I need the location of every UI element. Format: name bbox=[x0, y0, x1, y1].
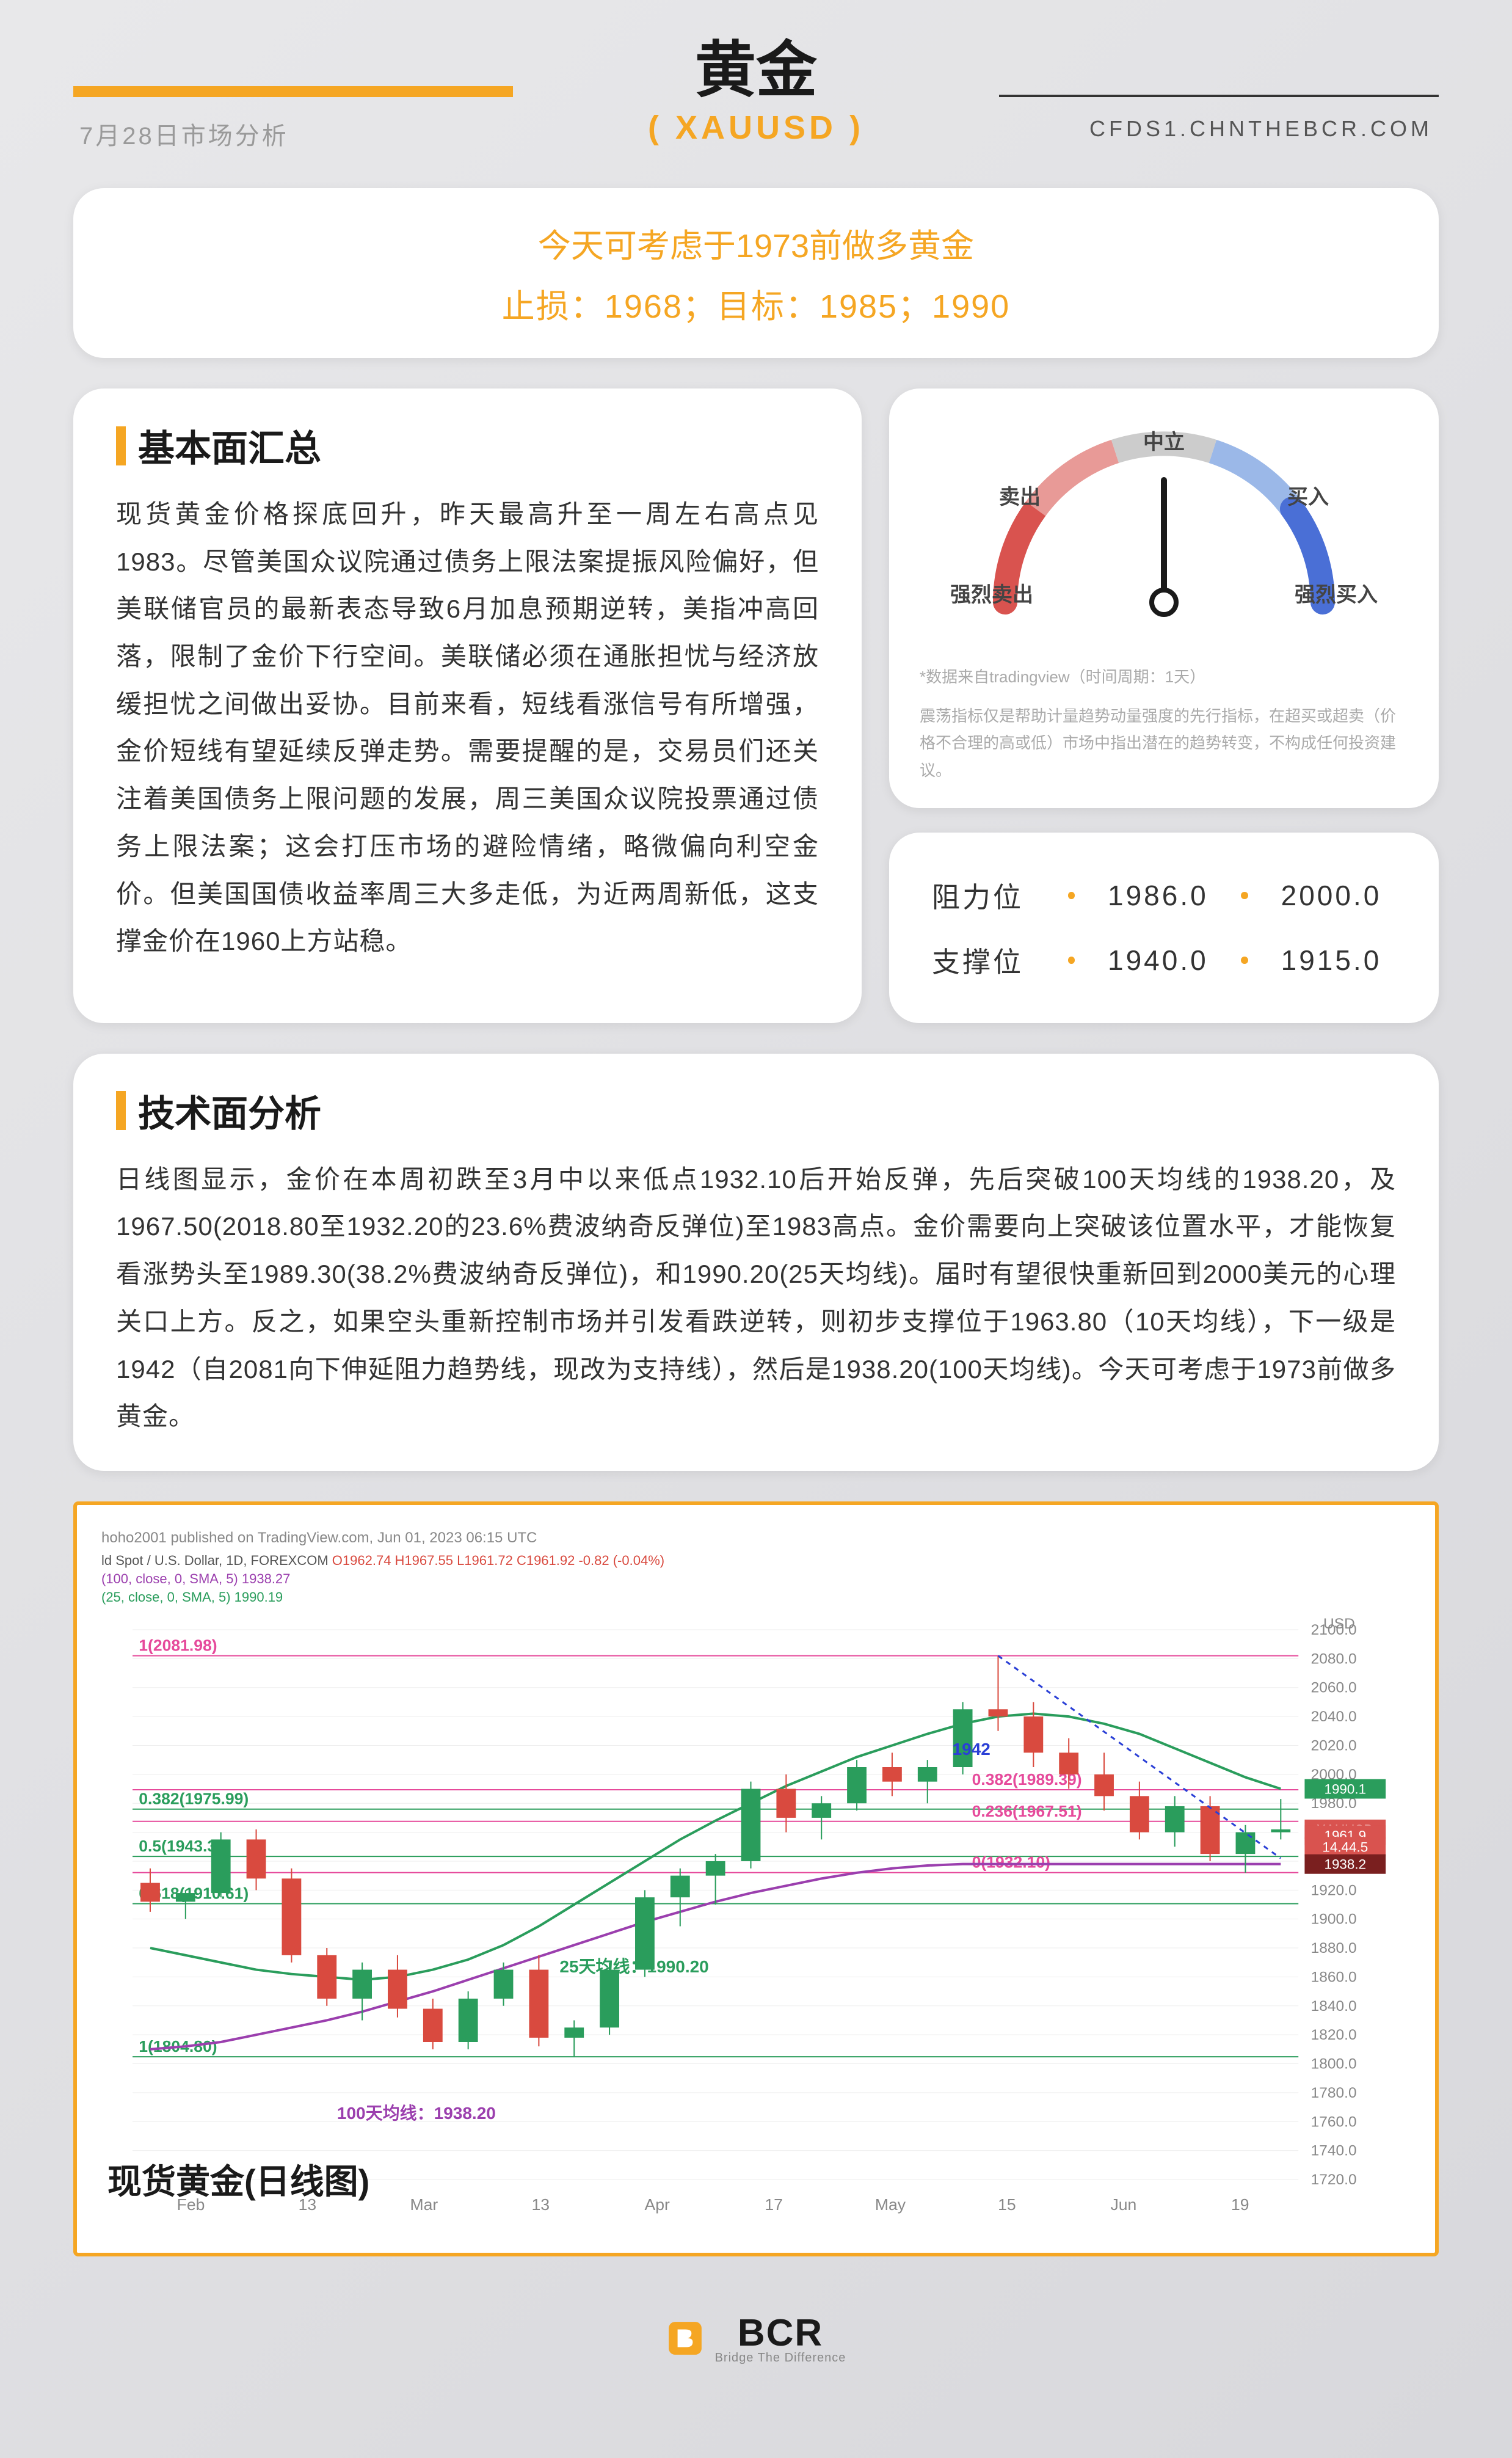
svg-text:2040.0: 2040.0 bbox=[1311, 1709, 1357, 1725]
main-title: 黄金 bbox=[513, 37, 999, 104]
svg-text:13: 13 bbox=[532, 2195, 550, 2214]
bullet-icon bbox=[1241, 957, 1248, 964]
chart-annotation: 1942 bbox=[953, 1740, 990, 1759]
price-chart: 1720.0 1740.0 1760.0 1780.0 1800.0 1820.0 1840… bbox=[101, 1617, 1411, 2228]
svg-text:19: 19 bbox=[1231, 2195, 1249, 2214]
svg-text:1760.0: 1760.0 bbox=[1311, 2113, 1357, 2130]
svg-text:1990.1: 1990.1 bbox=[1324, 1782, 1366, 1797]
svg-text:2060.0: 2060.0 bbox=[1311, 1680, 1357, 1696]
svg-text:1900.0: 1900.0 bbox=[1311, 1911, 1357, 1928]
svg-text:14.44.5: 14.44.5 bbox=[1322, 1839, 1368, 1854]
svg-text:1938.2: 1938.2 bbox=[1324, 1857, 1366, 1872]
technical-card: 技术面分析 日线图显示，金价在本周初跌至3月中以来低点1932.10后开始反弹，… bbox=[73, 1054, 1439, 1471]
svg-text:1920.0: 1920.0 bbox=[1311, 1882, 1357, 1898]
svg-text:0(1932.10): 0(1932.10) bbox=[972, 1853, 1050, 1872]
svg-text:1(2081.98): 1(2081.98) bbox=[139, 1636, 217, 1655]
gauge-label-sell: 卖出 bbox=[999, 480, 1041, 510]
chart-ohlc: O1962.74 H1967.55 L1961.72 C1961.92 -0.8… bbox=[332, 1553, 664, 1568]
fundamental-body: 现货黄金价格探底回升，昨天最高升至一周左右高点见1983。尽管美国众议院通过债务… bbox=[116, 491, 819, 965]
chart-annotation: 100天均线：1938.20 bbox=[337, 2100, 496, 2124]
resistance-1: 1986.0 bbox=[1093, 879, 1223, 912]
svg-text:1820.0: 1820.0 bbox=[1311, 2027, 1357, 2043]
bullet-icon bbox=[1241, 892, 1248, 899]
analysis-date: 7月28日市场分析 bbox=[79, 116, 289, 151]
page-footer: BCR Bridge The Difference bbox=[73, 2293, 1439, 2383]
chart-overlay-title: 现货黄金(日线图) bbox=[107, 2154, 369, 2204]
support-1: 1940.0 bbox=[1093, 944, 1223, 977]
svg-text:1740.0: 1740.0 bbox=[1311, 2143, 1357, 2159]
chart-symbol: ld Spot / U.S. Dollar, 1D, FOREXCOM bbox=[101, 1553, 329, 1568]
chart-ma25-legend: (25, close, 0, SMA, 5) 1990.19 bbox=[101, 1589, 1411, 1605]
gauge-source-note: *数据来自tradingview（时间周期：1天） bbox=[920, 663, 1408, 690]
source-url: CFDS1.CHNTHEBCR.COM bbox=[1089, 116, 1433, 151]
svg-text:Apr: Apr bbox=[645, 2195, 671, 2214]
bullet-icon bbox=[1068, 892, 1075, 899]
support-2: 1915.0 bbox=[1267, 944, 1396, 977]
svg-text:0.382(1975.99): 0.382(1975.99) bbox=[139, 1790, 249, 1808]
gauge-label-strong-sell: 强烈卖出 bbox=[950, 578, 1033, 608]
section-accent-icon bbox=[116, 426, 126, 465]
resistance-row: 阻力位 1986.0 2000.0 bbox=[932, 863, 1396, 928]
svg-text:1800.0: 1800.0 bbox=[1311, 2056, 1357, 2073]
recommendation-levels: 止损：1968；目标：1985；1990 bbox=[116, 279, 1396, 327]
sentiment-gauge: 中立 卖出 买入 强烈卖出 强烈买入 bbox=[920, 419, 1408, 651]
header-accent-bar bbox=[73, 86, 513, 97]
svg-text:1860.0: 1860.0 bbox=[1311, 1969, 1357, 1986]
svg-text:May: May bbox=[875, 2195, 906, 2214]
svg-text:1720.0: 1720.0 bbox=[1311, 2172, 1357, 2188]
page-header: 黄金 ( XAUUSD ) 7月28日市场分析 CFDS1.CHNTHEBCR.… bbox=[73, 37, 1439, 151]
section-accent-icon bbox=[116, 1091, 126, 1130]
ticker-subtitle: ( XAUUSD ) bbox=[513, 109, 999, 147]
svg-text:1840.0: 1840.0 bbox=[1311, 1998, 1357, 2015]
levels-card: 阻力位 1986.0 2000.0 支撑位 1940.0 1915.0 bbox=[889, 833, 1439, 1023]
svg-text:17: 17 bbox=[765, 2195, 783, 2214]
fundamental-title: 基本面汇总 bbox=[138, 419, 321, 472]
svg-text:2020.0: 2020.0 bbox=[1311, 1738, 1357, 1754]
svg-text:2080.0: 2080.0 bbox=[1311, 1650, 1357, 1667]
svg-text:0.236(1967.51): 0.236(1967.51) bbox=[972, 1802, 1082, 1820]
chart-card: hoho2001 published on TradingView.com, J… bbox=[73, 1501, 1439, 2256]
title-block: 黄金 ( XAUUSD ) bbox=[513, 37, 999, 147]
gauge-disclaimer: 震荡指标仅是帮助计量趋势动量强度的先行指标，在超买或超卖（价格不合理的高或低）市… bbox=[920, 702, 1408, 784]
technical-title: 技术面分析 bbox=[138, 1084, 321, 1137]
recommendation-card: 今天可考虑于1973前做多黄金 止损：1968；目标：1985；1990 bbox=[73, 188, 1439, 358]
svg-text:1880.0: 1880.0 bbox=[1311, 1940, 1357, 1957]
fundamental-card: 基本面汇总 现货黄金价格探底回升，昨天最高升至一周左右高点见1983。尽管美国众… bbox=[73, 388, 862, 1023]
resistance-2: 2000.0 bbox=[1267, 879, 1396, 912]
support-label: 支撑位 bbox=[932, 940, 1050, 980]
recommendation-entry: 今天可考虑于1973前做多黄金 bbox=[116, 219, 1396, 267]
logo-icon bbox=[666, 2319, 704, 2357]
header-rule bbox=[999, 86, 1439, 97]
chart-meta: hoho2001 published on TradingView.com, J… bbox=[101, 1530, 1411, 1547]
technical-body: 日线图显示，金价在本周初跌至3月中以来低点1932.10后开始反弹，先后突破10… bbox=[116, 1156, 1396, 1440]
gauge-label-neutral: 中立 bbox=[1143, 425, 1185, 455]
chart-ma100-legend: (100, close, 0, SMA, 5) 1938.27 bbox=[101, 1571, 1411, 1587]
gauge-label-strong-buy: 强烈买入 bbox=[1295, 578, 1378, 608]
svg-text:Jun: Jun bbox=[1110, 2195, 1136, 2214]
chart-symbol-line: ld Spot / U.S. Dollar, 1D, FOREXCOM O196… bbox=[101, 1553, 1411, 1569]
sentiment-gauge-card: 中立 卖出 买入 强烈卖出 强烈买入 *数据来自tradingview（时间周期… bbox=[889, 388, 1439, 808]
chart-annotation: 25天均线：1990.20 bbox=[559, 1953, 708, 1978]
brand-name: BCR bbox=[715, 2311, 846, 2355]
support-row: 支撑位 1940.0 1915.0 bbox=[932, 928, 1396, 993]
gauge-label-buy: 买入 bbox=[1287, 480, 1329, 510]
svg-text:1780.0: 1780.0 bbox=[1311, 2085, 1357, 2101]
resistance-label: 阻力位 bbox=[932, 875, 1050, 916]
svg-text:Mar: Mar bbox=[410, 2195, 438, 2214]
brand-logo: BCR Bridge The Difference bbox=[666, 2311, 846, 2365]
brand-tagline: Bridge The Difference bbox=[715, 2351, 846, 2365]
svg-text:USD: USD bbox=[1323, 1617, 1355, 1632]
svg-text:15: 15 bbox=[998, 2195, 1016, 2214]
bullet-icon bbox=[1068, 957, 1075, 964]
